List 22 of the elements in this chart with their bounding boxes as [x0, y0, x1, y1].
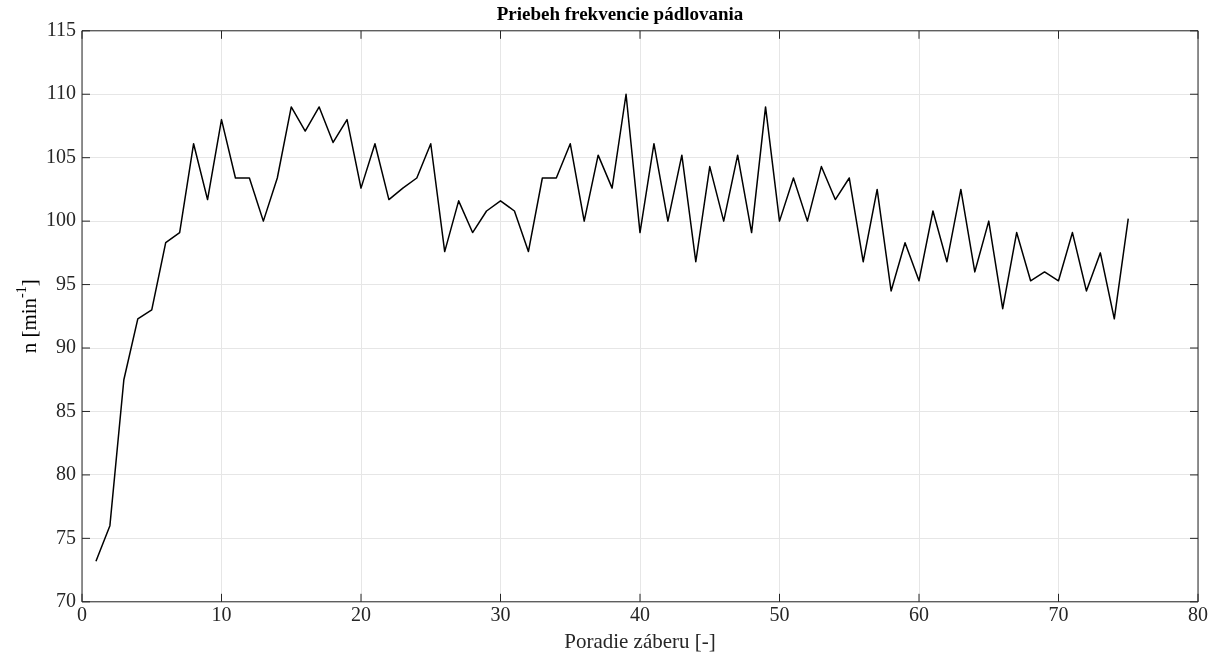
- y-tick-label: 85: [56, 398, 76, 421]
- y-tick-label: 90: [56, 335, 76, 358]
- y-tick-label: 95: [56, 271, 76, 294]
- x-tick-label: 70: [1048, 603, 1069, 626]
- x-tick-label: 30: [490, 603, 511, 626]
- y-axis-title: n [min-1]: [13, 279, 41, 354]
- y-tick-label: 110: [46, 81, 76, 104]
- y-tick-label: 115: [46, 18, 76, 41]
- y-tick-label: 80: [56, 462, 76, 485]
- x-tick-label: 50: [769, 603, 790, 626]
- x-tick-label: 20: [351, 603, 371, 626]
- x-tick-label: 40: [630, 603, 650, 626]
- x-tick-label: 60: [909, 603, 929, 626]
- x-axis-title: Poradie záberu [-]: [564, 628, 716, 653]
- x-tick-label: 80: [1188, 603, 1208, 626]
- y-tick-label: 70: [56, 589, 76, 612]
- chart-title: Priebeh frekvencie pádlovania: [496, 3, 744, 25]
- y-tick-label: 100: [46, 208, 76, 231]
- y-tick-label: 105: [46, 144, 76, 167]
- y-tick-label: 75: [56, 525, 76, 548]
- x-tick-label: 10: [211, 603, 232, 626]
- x-tick-label: 0: [77, 603, 87, 626]
